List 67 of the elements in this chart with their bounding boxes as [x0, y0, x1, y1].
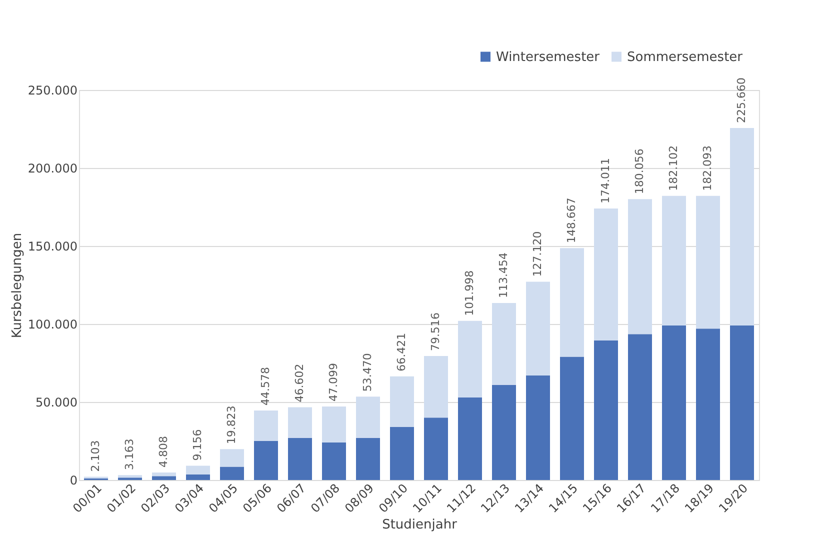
- x-axis-title: Studienjahr: [382, 518, 458, 533]
- legend-label: Sommersemester: [627, 50, 744, 65]
- total-label: 3.163: [123, 438, 136, 470]
- bar: [152, 476, 176, 480]
- bar: [288, 407, 312, 438]
- total-label: 101.998: [463, 270, 476, 316]
- bar: [424, 418, 448, 480]
- bar: [186, 474, 210, 480]
- total-label: 2.103: [89, 440, 102, 472]
- bar: [628, 199, 652, 334]
- bar: [288, 438, 312, 480]
- total-label: 66.421: [395, 332, 408, 372]
- bar: [560, 248, 584, 357]
- total-label: 148.667: [565, 198, 578, 244]
- bar: [220, 466, 244, 480]
- bar: [186, 466, 210, 475]
- y-axis-title: Kursbelegungen: [10, 232, 25, 338]
- y-tick-label: 100.000: [28, 318, 78, 332]
- bar: [526, 375, 550, 480]
- total-label: 225.660: [735, 77, 748, 123]
- bar: [594, 208, 618, 340]
- total-label: 174.011: [599, 158, 612, 204]
- y-tick-label: 200.000: [28, 162, 78, 176]
- bar: [152, 472, 176, 476]
- bar: [492, 303, 516, 385]
- total-label: 46.602: [293, 364, 306, 402]
- total-label: 182.093: [701, 145, 714, 191]
- bar: [322, 442, 346, 480]
- total-label: 180.056: [633, 148, 646, 194]
- bar: [526, 282, 550, 376]
- bar: [458, 397, 482, 480]
- total-label: 4.808: [157, 436, 170, 468]
- bar: [356, 438, 380, 480]
- y-tick-label: 0: [70, 474, 78, 488]
- bar: [560, 356, 584, 480]
- total-label: 44.578: [259, 366, 272, 406]
- bar: [662, 196, 686, 326]
- total-label: 113.454: [497, 252, 510, 298]
- bar: [322, 406, 346, 443]
- bar: [628, 334, 652, 480]
- bar: [662, 326, 686, 480]
- bar: [696, 328, 720, 480]
- y-tick-label: 50.000: [36, 396, 78, 410]
- total-label: 19.823: [225, 406, 238, 444]
- y-tick-label: 250.000: [28, 84, 78, 98]
- bar: [458, 320, 482, 398]
- total-label: 9.156: [191, 429, 204, 461]
- total-label: 47.099: [327, 363, 340, 402]
- bar: [492, 384, 516, 480]
- bar: [730, 128, 754, 326]
- bar: [220, 449, 244, 467]
- bar: [118, 475, 142, 478]
- bar: [390, 426, 414, 480]
- bar: [696, 196, 720, 329]
- total-label: 79.516: [429, 312, 442, 351]
- bar: [254, 410, 278, 441]
- total-label: 182.102: [667, 145, 680, 191]
- bar: [356, 396, 380, 438]
- bar: [254, 441, 278, 480]
- legend-label: Wintersemester: [496, 50, 600, 65]
- y-tick-label: 150.000: [28, 240, 78, 254]
- bar: [594, 340, 618, 480]
- bar: [730, 326, 754, 480]
- bar: [390, 376, 414, 427]
- total-label: 53.470: [361, 353, 374, 392]
- total-label: 127.120: [531, 231, 544, 277]
- bar: [424, 356, 448, 418]
